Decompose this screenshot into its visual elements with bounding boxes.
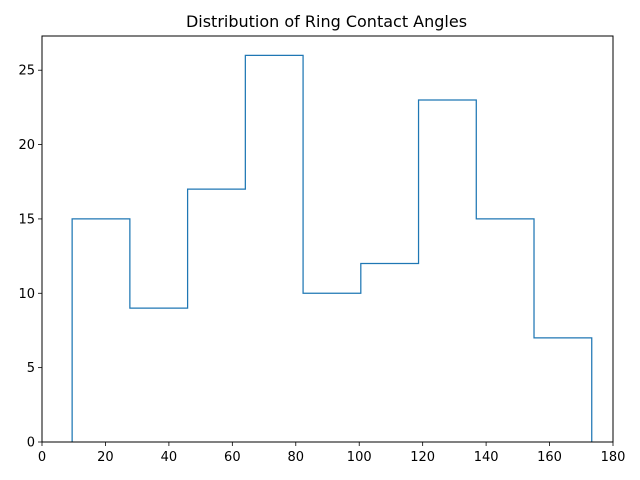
y-axis: 0 5 10 15 20 25: [18, 64, 42, 451]
chart-title: Distribution of Ring Contact Angles: [186, 12, 467, 31]
y-tick-label: 25: [18, 64, 35, 79]
x-tick-label: 40: [161, 450, 178, 465]
histogram-bin: [245, 55, 303, 442]
x-tick-label: 140: [474, 450, 499, 465]
x-axis: 0 20 40 60 80 100 120 140 160 180: [38, 442, 626, 465]
x-tick-label: 100: [347, 450, 372, 465]
histogram-bin: [476, 219, 534, 442]
histogram-bin: [188, 189, 246, 442]
histogram-bin: [303, 293, 361, 442]
histogram-bin: [72, 219, 130, 442]
y-tick-label: 10: [18, 287, 35, 302]
histogram-bins: [72, 55, 592, 442]
x-tick-label: 180: [601, 450, 626, 465]
histogram-bin: [361, 264, 419, 442]
y-tick-label: 0: [27, 436, 35, 451]
x-tick-label: 120: [410, 450, 435, 465]
plot-frame: [41, 35, 614, 443]
histogram-step-line: [71, 54, 593, 442]
x-tick-label: 80: [288, 450, 305, 465]
x-tick-label: 20: [97, 450, 114, 465]
histogram-bin: [419, 100, 477, 442]
x-tick-label: 0: [38, 450, 46, 465]
x-tick-label: 160: [537, 450, 562, 465]
y-tick-label: 15: [18, 212, 35, 227]
histogram-bin: [534, 338, 592, 442]
y-tick-label: 20: [18, 138, 35, 153]
y-tick-label: 5: [27, 361, 35, 376]
histogram-bin: [130, 308, 188, 442]
x-tick-label: 60: [224, 450, 241, 465]
